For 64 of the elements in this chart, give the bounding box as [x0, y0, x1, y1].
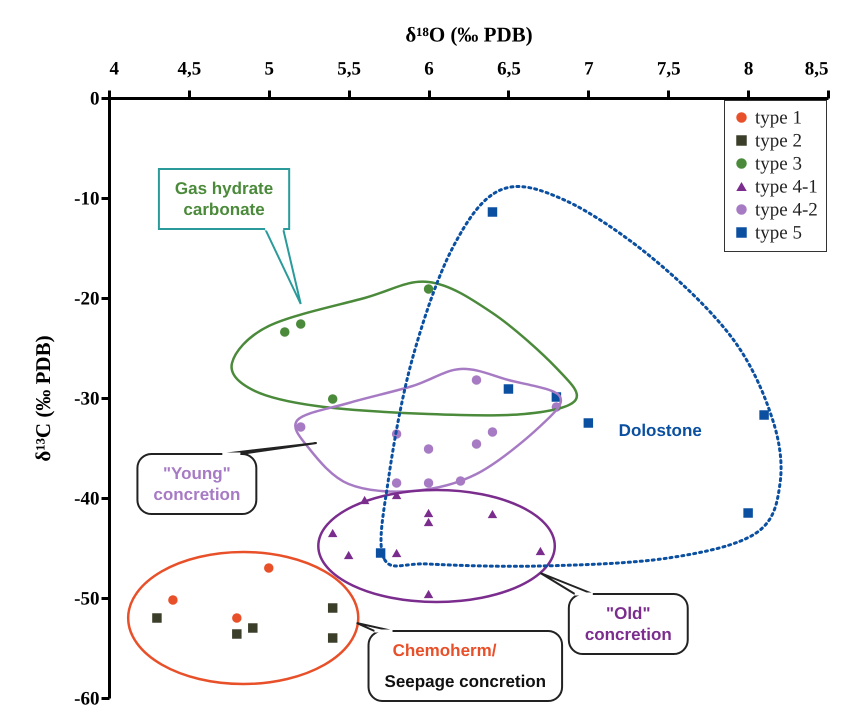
- point: [424, 518, 434, 526]
- point: [296, 319, 306, 329]
- y-tick-label: -40: [74, 488, 100, 510]
- point: [232, 613, 242, 623]
- x-tick-label: 8: [744, 58, 754, 80]
- y-tick-label: -50: [74, 588, 100, 610]
- legend-label: type 1: [755, 108, 802, 128]
- point: [328, 603, 338, 613]
- legend-label: type 5: [755, 222, 802, 244]
- point: [328, 528, 338, 538]
- y-tick-label: -30: [74, 388, 100, 410]
- point: [743, 508, 753, 518]
- point: [488, 510, 498, 518]
- point: [488, 207, 498, 217]
- point: [504, 384, 514, 394]
- y-tick-label: 0: [90, 88, 100, 110]
- point: [264, 563, 274, 573]
- point: [759, 410, 769, 420]
- annotation: Seepage concretion: [384, 672, 546, 691]
- x-tick-label: 6,5: [497, 58, 521, 80]
- point: [392, 478, 402, 488]
- annotation: "Old" concretion: [584, 604, 672, 644]
- y-axis-title: δ¹³C (‰ PDB): [31, 335, 56, 462]
- point: [328, 633, 338, 643]
- point: [328, 394, 338, 404]
- point: [392, 548, 402, 558]
- annotation: "Young" concretion: [153, 464, 240, 504]
- y-tick-label: -60: [74, 688, 100, 710]
- point: [424, 284, 434, 294]
- point: [152, 613, 162, 623]
- point: [424, 590, 434, 598]
- x-tick-label: 5,5: [337, 58, 362, 80]
- point: [168, 595, 178, 605]
- point: [296, 422, 306, 432]
- point: [424, 478, 434, 488]
- x-tick-label: 5: [264, 58, 274, 80]
- legend-label: type 3: [755, 154, 802, 174]
- x-tick-label: 7: [584, 58, 594, 80]
- point: [232, 629, 242, 639]
- x-tick-label: 6: [424, 58, 434, 80]
- x-tick-label: 4,5: [178, 58, 202, 80]
- point: [472, 439, 482, 449]
- x-tick-label: 8,5: [804, 58, 828, 80]
- x-tick-label: 4: [110, 58, 120, 80]
- point: [248, 623, 258, 633]
- annotation: Dolostone: [618, 421, 702, 440]
- y-tick-label: -20: [74, 288, 100, 310]
- x-tick-label: 7,5: [656, 58, 681, 80]
- legend-label: type 2: [755, 130, 802, 152]
- point: [536, 546, 546, 556]
- point: [280, 327, 290, 337]
- point: [424, 508, 434, 518]
- point: [584, 418, 594, 428]
- point: [344, 550, 354, 560]
- annotation: Gas hydrate carbonate: [174, 179, 274, 219]
- callout-box: Gas hydrate carbonate: [158, 168, 302, 305]
- annotation: Chemoherm/: [392, 641, 497, 660]
- point: [488, 427, 498, 437]
- point: [472, 375, 482, 385]
- point: [424, 444, 434, 454]
- x-axis-title: δ¹⁸O (‰ PDB): [405, 22, 533, 46]
- legend-label: type 4-1: [755, 176, 818, 198]
- legend-label: type 4-2: [755, 200, 818, 220]
- y-tick-label: -10: [74, 188, 100, 210]
